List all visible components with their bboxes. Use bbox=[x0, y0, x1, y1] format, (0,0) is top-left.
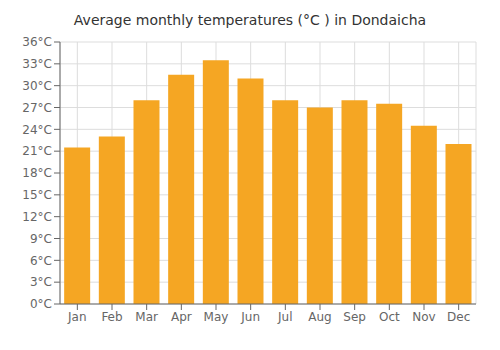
svg-text:12°C: 12°C bbox=[22, 210, 52, 224]
html-text:Average monthly temperatures (: Average monthly temperatures (°C ) in Do… bbox=[73, 12, 427, 28]
svg-text:3°C: 3°C bbox=[30, 275, 52, 289]
svg-text:0°C: 0°C bbox=[30, 297, 52, 311]
svg-text:9°C: 9°C bbox=[30, 232, 52, 246]
svg-text:18°C: 18°C bbox=[22, 166, 52, 180]
svg-text:Sep: Sep bbox=[343, 310, 366, 324]
svg-text:Dec: Dec bbox=[447, 310, 470, 324]
svg-text:33°C: 33°C bbox=[22, 57, 52, 71]
svg-text:24°C: 24°C bbox=[22, 123, 52, 137]
svg-text:Jan: Jan bbox=[67, 310, 87, 324]
svg-text:Oct: Oct bbox=[379, 310, 400, 324]
svg-text:6°C: 6°C bbox=[30, 254, 52, 268]
svg-text:Feb: Feb bbox=[101, 310, 122, 324]
svg-text:30°C: 30°C bbox=[22, 79, 52, 93]
svg-text:36°C: 36°C bbox=[22, 35, 52, 49]
svg-text:May: May bbox=[204, 310, 229, 324]
svg-text:27°C: 27°C bbox=[22, 101, 52, 115]
svg-text:Jul: Jul bbox=[277, 310, 292, 324]
svg-text:Apr: Apr bbox=[171, 310, 192, 324]
svg-text:Aug: Aug bbox=[308, 310, 331, 324]
svg-text:Jun: Jun bbox=[240, 310, 260, 324]
svg-text:Nov: Nov bbox=[412, 310, 435, 324]
svg-text:15°C: 15°C bbox=[22, 188, 52, 202]
svg-text:21°C: 21°C bbox=[22, 144, 52, 158]
svg-text:Mar: Mar bbox=[135, 310, 158, 324]
